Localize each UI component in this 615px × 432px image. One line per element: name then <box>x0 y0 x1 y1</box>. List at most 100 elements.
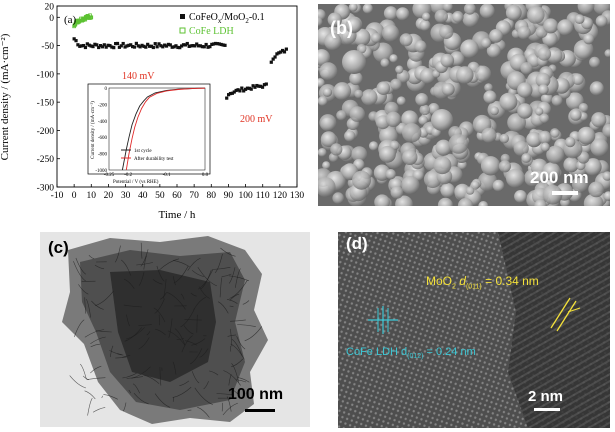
data-point <box>172 45 176 49</box>
data-point <box>200 45 204 49</box>
data-point <box>123 45 127 49</box>
y-tick-label: 0 <box>49 14 54 24</box>
data-point <box>129 43 133 47</box>
data-point <box>232 90 236 94</box>
y-axis-label: Current density / (mA·cm⁻²) <box>0 33 11 160</box>
data-point <box>215 42 220 46</box>
data-point <box>223 43 227 47</box>
durability-chart-svg: -10 0 10 20 30 40 50 60 70 80 90 100 110 120 130200-50… <box>0 3 304 222</box>
cofe-dspacing-label: CoFe LDH d(012) = 0.24 nm <box>346 346 476 361</box>
data-point <box>125 44 129 48</box>
data-point <box>279 50 283 54</box>
x-tick-label: 50 <box>155 191 165 201</box>
scale-bar-b <box>552 191 578 195</box>
data-point <box>242 89 246 93</box>
data-point <box>271 57 275 61</box>
x-tick-label: -10 <box>51 191 64 201</box>
scale-bar-c <box>245 409 275 412</box>
inset-x-tick-label: -0.2 <box>124 173 132 178</box>
annotation-200mv: 200 mV <box>240 114 273 125</box>
inset-x-label: Potential / V (vs RHE) <box>113 180 159 185</box>
y-tick-label: -100 <box>37 70 55 80</box>
data-point <box>140 43 144 47</box>
data-point <box>213 41 218 46</box>
data-point <box>183 43 187 47</box>
data-point <box>147 44 152 48</box>
data-point <box>144 45 148 49</box>
x-axis-label: Time / h <box>159 209 196 221</box>
data-point <box>164 44 169 48</box>
data-point <box>230 91 234 95</box>
data-point <box>100 45 105 49</box>
data-point <box>191 44 195 48</box>
data-point <box>115 41 120 46</box>
data-point <box>106 43 110 47</box>
data-point <box>269 60 273 64</box>
inset-y-tick-label: -800 <box>98 153 108 158</box>
data-point <box>132 45 137 49</box>
data-point <box>72 37 76 41</box>
x-tick-label: 30 <box>121 191 131 201</box>
data-point <box>76 43 80 47</box>
data-point <box>264 82 268 86</box>
inset-y-tick-label: 0 <box>105 87 108 92</box>
x-tick-label: 120 <box>273 191 288 201</box>
data-point <box>138 45 142 49</box>
data-point <box>275 52 279 56</box>
scale-bar-label-c: 100 nm <box>228 386 284 403</box>
data-point <box>91 44 95 49</box>
inset-y-tick-label: -400 <box>98 120 108 125</box>
data-point <box>151 45 155 50</box>
y-tick-label: -250 <box>37 155 55 165</box>
data-point <box>243 87 248 91</box>
data-point <box>85 42 89 46</box>
data-point <box>249 87 253 91</box>
data-point <box>238 89 242 93</box>
inset-y-tick-label: -1000 <box>95 169 107 174</box>
data-point <box>251 84 255 88</box>
data-point <box>178 46 182 50</box>
data-point <box>97 45 101 50</box>
x-tick-label: 110 <box>256 191 270 201</box>
data-point <box>117 45 121 49</box>
data-point <box>240 86 244 90</box>
data-point <box>181 43 186 47</box>
data-point <box>81 43 86 48</box>
data-point <box>95 43 99 47</box>
data-point <box>108 44 112 48</box>
data-point <box>281 48 285 53</box>
data-point <box>206 45 210 49</box>
data-point <box>180 44 184 48</box>
legend-label-cofeox: CoFeOx/MoO2-0.1 <box>189 12 265 25</box>
data-point <box>134 41 138 45</box>
legend-label-cofe-ldh: CoFe LDH <box>189 26 234 37</box>
data-point <box>131 44 135 49</box>
moo2-lattice-line-2 <box>556 300 577 332</box>
y-tick-label: -200 <box>37 127 55 137</box>
data-point <box>87 43 91 47</box>
data-point <box>195 42 199 46</box>
data-point <box>225 96 229 100</box>
panel-c-label: (c) <box>48 238 69 257</box>
data-point <box>219 42 223 47</box>
data-point <box>89 44 93 48</box>
scale-bar-d <box>534 408 560 411</box>
data-point <box>227 93 231 97</box>
data-point <box>204 42 208 47</box>
y-tick-label: -300 <box>37 184 55 194</box>
data-point <box>273 55 277 59</box>
x-tick-label: 0 <box>72 191 77 201</box>
inset-y-tick-label: -600 <box>98 136 108 141</box>
data-point <box>176 45 180 50</box>
data-point <box>189 44 193 48</box>
legend: CoFeOx/MoO2-0.1 CoFe LDH <box>179 12 265 37</box>
data-point <box>163 43 167 47</box>
inset-frame <box>87 83 211 175</box>
x-tick-label: 90 <box>224 191 234 201</box>
legend-marker-cofe-ldh <box>179 27 186 34</box>
moo2-dspacing-label: MoO2 d(011) = 0.34 nm <box>426 274 539 291</box>
data-point <box>142 44 146 48</box>
panel-d-label: (d) <box>346 234 368 253</box>
x-tick-label: 70 <box>189 191 199 201</box>
x-tick-label: 40 <box>138 191 148 201</box>
